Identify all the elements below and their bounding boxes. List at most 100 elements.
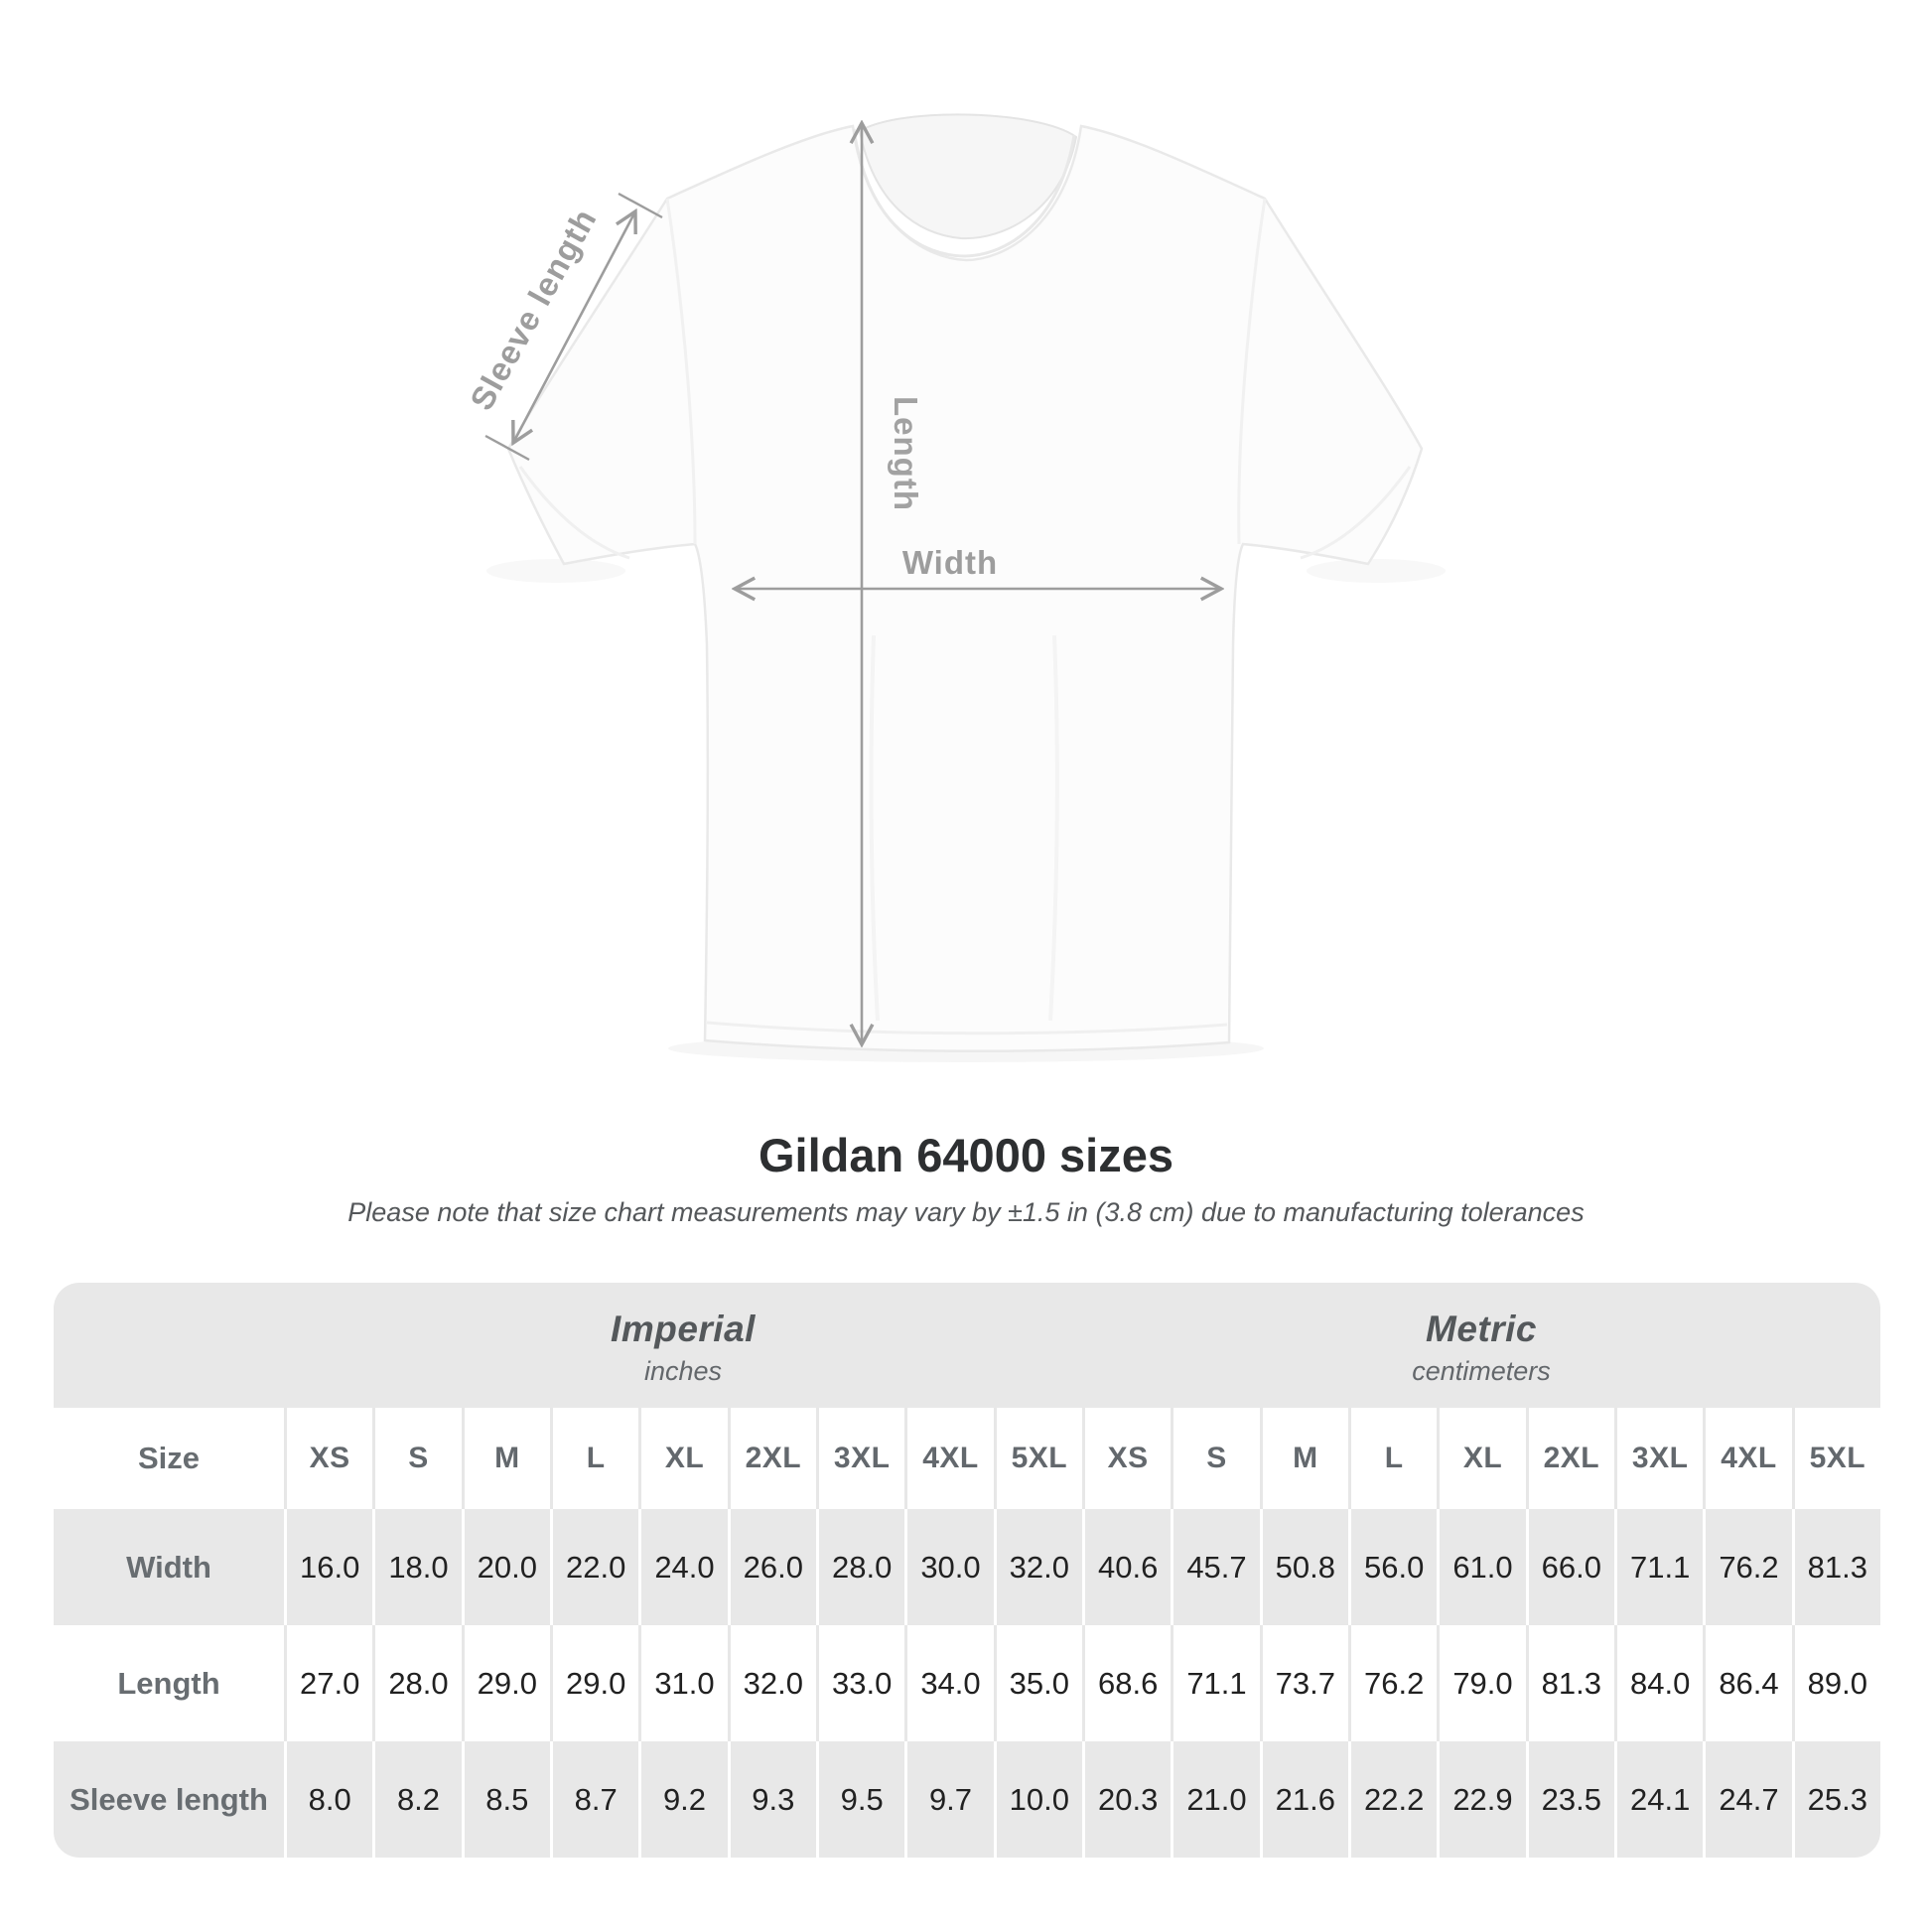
sleeve-imperial-value: 9.3 <box>727 1741 816 1858</box>
metric-unit-header: Metric centimeters <box>1082 1283 1880 1408</box>
size-header: 4XL <box>904 1408 993 1509</box>
length-imperial-value: 27.0 <box>284 1625 372 1741</box>
length-imperial-value: 35.0 <box>993 1625 1082 1741</box>
size-header: XL <box>638 1408 727 1509</box>
length-imperial-value: 28.0 <box>372 1625 461 1741</box>
size-header: 2XL <box>1525 1408 1614 1509</box>
right-sleeve-seam <box>1237 198 1267 545</box>
sleeve-imperial-value: 8.0 <box>284 1741 373 1858</box>
left-sleeve-seam <box>665 198 697 545</box>
tshirt-collar-ribbing <box>852 128 1076 258</box>
length-metric-value: 84.0 <box>1614 1625 1703 1741</box>
right-cuff-stitch <box>1300 466 1412 560</box>
width-metric-value: 61.0 <box>1437 1509 1526 1625</box>
hem-stitch <box>706 1021 1228 1035</box>
size-header: M <box>461 1408 550 1509</box>
sleeve-imperial-value: 10.0 <box>993 1741 1082 1858</box>
width-row: Width 16.0 18.0 20.0 22.0 24.0 26.0 28.0… <box>54 1509 1880 1625</box>
size-header-row: Size XS S M L XL 2XL 3XL 4XL 5XL XS S M … <box>54 1408 1880 1509</box>
size-header: S <box>372 1408 461 1509</box>
width-metric-value: 66.0 <box>1525 1509 1614 1625</box>
length-row: Length 27.0 28.0 29.0 29.0 31.0 32.0 33.… <box>54 1625 1880 1741</box>
length-imperial-value: 33.0 <box>816 1625 904 1741</box>
length-imperial-value: 32.0 <box>727 1625 816 1741</box>
length-imperial-value: 29.0 <box>550 1625 638 1741</box>
size-column-header: Size <box>137 1441 201 1475</box>
sleeve-imperial-value: 9.2 <box>638 1741 728 1858</box>
sleeve-imperial-value: 9.7 <box>904 1741 994 1858</box>
size-header: 3XL <box>816 1408 904 1509</box>
size-header: XS <box>284 1408 372 1509</box>
size-header: 2XL <box>727 1408 816 1509</box>
sleeve-dimension-tick-top <box>618 192 663 219</box>
width-imperial-value: 24.0 <box>638 1509 728 1625</box>
sleeve-metric-value: 21.6 <box>1259 1741 1348 1858</box>
length-label: Length <box>888 396 924 511</box>
sleeve-imperial-value: 9.5 <box>816 1741 905 1858</box>
width-imperial-value: 30.0 <box>904 1509 994 1625</box>
sleeve-metric-value: 24.1 <box>1614 1741 1704 1858</box>
width-imperial-value: 22.0 <box>550 1509 639 1625</box>
imperial-unit-header: Imperial inches <box>284 1283 1082 1408</box>
length-metric-value: 79.0 <box>1437 1625 1525 1741</box>
unit-header-band: Imperial inches Metric centimeters <box>54 1283 1880 1408</box>
sleeve-metric-value: 21.0 <box>1171 1741 1260 1858</box>
width-label: Width <box>902 544 998 581</box>
row-label: Length <box>117 1665 220 1701</box>
sleeve-metric-value: 23.5 <box>1525 1741 1614 1858</box>
width-metric-value: 45.7 <box>1171 1509 1260 1625</box>
width-metric-value: 40.6 <box>1082 1509 1172 1625</box>
length-metric-value: 89.0 <box>1791 1625 1880 1741</box>
sleeve-imperial-value: 8.7 <box>550 1741 639 1858</box>
sleeve-imperial-value: 8.2 <box>372 1741 462 1858</box>
metric-unit: centimeters <box>1412 1355 1551 1386</box>
size-header: S <box>1171 1408 1259 1509</box>
metric-label: Metric <box>1426 1308 1537 1349</box>
length-metric-value: 76.2 <box>1348 1625 1437 1741</box>
size-header: M <box>1259 1408 1348 1509</box>
tshirt-collar-opening <box>858 113 1078 240</box>
size-header: L <box>1348 1408 1437 1509</box>
left-cuff-stitch <box>518 466 630 560</box>
width-imperial-value: 32.0 <box>993 1509 1082 1625</box>
sleeve-dimension-tick-bottom <box>484 434 530 462</box>
width-imperial-value: 26.0 <box>727 1509 816 1625</box>
row-label: Width <box>54 1509 284 1625</box>
width-imperial-value: 28.0 <box>816 1509 905 1625</box>
width-metric-value: 50.8 <box>1259 1509 1348 1625</box>
length-imperial-value: 29.0 <box>461 1625 550 1741</box>
length-metric-value: 86.4 <box>1703 1625 1791 1741</box>
width-imperial-value: 18.0 <box>372 1509 462 1625</box>
sleeve-imperial-value: 8.5 <box>461 1741 550 1858</box>
size-header: XL <box>1437 1408 1525 1509</box>
sleeve-metric-value: 25.3 <box>1791 1741 1880 1858</box>
length-imperial-value: 34.0 <box>904 1625 993 1741</box>
size-header: 4XL <box>1703 1408 1791 1509</box>
width-metric-value: 56.0 <box>1348 1509 1438 1625</box>
sleeve-metric-value: 22.2 <box>1348 1741 1438 1858</box>
size-header: 5XL <box>993 1408 1082 1509</box>
size-chart-table: Imperial inches Metric centimeters Size … <box>54 1283 1880 1858</box>
sleeve-metric-value: 22.9 <box>1437 1741 1526 1858</box>
size-header: 5XL <box>1791 1408 1880 1509</box>
page-title: Gildan 64000 sizes <box>758 1129 1174 1181</box>
imperial-unit: inches <box>643 1355 723 1386</box>
imperial-label: Imperial <box>611 1308 756 1349</box>
right-sleeve-shadow <box>1307 559 1446 583</box>
width-metric-value: 76.2 <box>1703 1509 1792 1625</box>
sleeve-dimension-line <box>513 211 635 443</box>
length-metric-value: 73.7 <box>1259 1625 1348 1741</box>
width-metric-value: 81.3 <box>1791 1509 1880 1625</box>
size-header: 3XL <box>1614 1408 1703 1509</box>
left-sleeve-shadow <box>486 559 625 583</box>
sleeve-length-row: Sleeve length 8.0 8.2 8.5 8.7 9.2 9.3 9.… <box>54 1741 1880 1858</box>
width-imperial-value: 16.0 <box>284 1509 373 1625</box>
tshirt-size-diagram: Sleeve length Length Width <box>463 113 1446 1052</box>
sleeve-metric-value: 24.7 <box>1703 1741 1792 1858</box>
fabric-fold-right <box>1048 634 1059 1022</box>
length-metric-value: 68.6 <box>1082 1625 1171 1741</box>
size-header: XS <box>1082 1408 1171 1509</box>
width-metric-value: 71.1 <box>1614 1509 1704 1625</box>
width-imperial-value: 20.0 <box>461 1509 550 1625</box>
size-header: L <box>550 1408 638 1509</box>
